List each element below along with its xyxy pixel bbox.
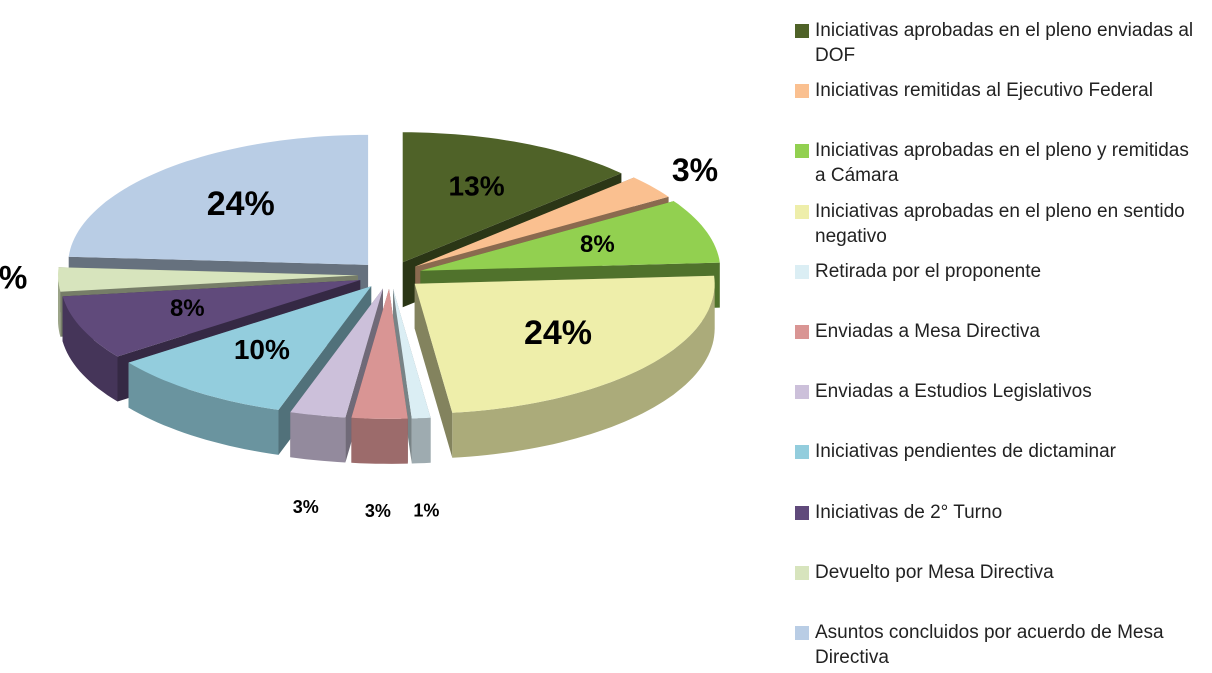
slice-top xyxy=(402,132,622,263)
slice-wall xyxy=(411,417,431,464)
data-label: 8% xyxy=(170,295,205,322)
slice-wall xyxy=(290,412,346,463)
legend-label: Iniciativas aprobadas en el pleno y remi… xyxy=(815,140,1189,187)
legend-swatch xyxy=(795,264,809,279)
data-label: 3% xyxy=(365,501,391,521)
legend-item: Enviadas a Mesa Directiva xyxy=(795,319,1195,344)
slice-top xyxy=(351,288,408,419)
slice-top xyxy=(62,280,361,357)
slice-wall xyxy=(62,296,118,402)
slice-wall xyxy=(128,362,279,455)
legend: Iniciativas aprobadas en el pleno enviad… xyxy=(795,0,1205,673)
legend-swatch xyxy=(795,84,809,99)
slice-top xyxy=(128,286,372,410)
legend-swatch xyxy=(795,325,809,339)
data-label: 3% xyxy=(0,260,27,296)
data-label: 13% xyxy=(449,171,505,202)
legend-item: Iniciativas remitidas al Ejecutivo Feder… xyxy=(795,78,1195,103)
slice-top xyxy=(58,267,358,292)
legend-item: Iniciativas pendientes de dictaminar xyxy=(795,439,1195,464)
legend-swatch xyxy=(795,565,809,580)
data-label: 24% xyxy=(207,185,275,223)
data-label: 3% xyxy=(672,152,718,188)
legend-label: Enviadas a Estudios Legislativos xyxy=(815,381,1092,403)
legend-item: Iniciativas aprobadas en el pleno enviad… xyxy=(795,18,1195,68)
slice-top xyxy=(420,201,720,271)
legend-item: Asuntos concluidos por acuerdo de Mesa D… xyxy=(795,620,1195,670)
legend-swatch xyxy=(795,204,809,219)
slice-wall xyxy=(351,417,408,464)
legend-label: Iniciativas de 2° Turno xyxy=(815,501,1003,523)
legend-swatch xyxy=(795,505,809,520)
slice-top xyxy=(415,177,669,267)
legend-item: Iniciativas aprobadas en el pleno y remi… xyxy=(795,138,1195,188)
slice-wall xyxy=(58,275,61,337)
legend-item: Enviadas a Estudios Legislativos xyxy=(795,379,1195,404)
slice-top xyxy=(393,288,431,419)
legend-label: Iniciativas pendientes de dictaminar xyxy=(815,441,1117,463)
data-label: 3% xyxy=(293,497,319,517)
legend-item: Iniciativas de 2° Turno xyxy=(795,500,1195,525)
legend-swatch xyxy=(795,445,809,460)
legend-swatch xyxy=(795,144,809,159)
data-label: 8% xyxy=(580,231,615,258)
legend-swatch xyxy=(795,385,809,400)
legend-label: Retirada por el proponente xyxy=(815,260,1042,282)
legend-swatch xyxy=(795,626,809,640)
slice-side xyxy=(414,283,453,458)
pie-area: 13% 3% 8% 24% 1% 3% 3% 10% 8% 3% 24% xyxy=(0,132,720,521)
legend-item: Devuelto por Mesa Directiva xyxy=(795,560,1195,585)
legend-label: Enviadas a Mesa Directiva xyxy=(815,321,1040,342)
legend-label: Iniciativas aprobadas en el pleno enviad… xyxy=(815,20,1194,66)
legend-item: Retirada por el proponente xyxy=(795,259,1195,284)
slice-top xyxy=(68,134,369,265)
legend-swatch xyxy=(795,24,809,38)
legend-item: Iniciativas aprobadas en el pleno en sen… xyxy=(795,199,1195,249)
slice xyxy=(351,288,408,464)
data-label: 10% xyxy=(234,334,290,365)
slice-wall xyxy=(452,283,715,458)
slice-top xyxy=(290,288,383,418)
slice-top xyxy=(414,275,715,413)
slice xyxy=(414,275,715,458)
data-label: 24% xyxy=(524,314,592,352)
legend-label: Iniciativas aprobadas en el pleno en sen… xyxy=(815,200,1185,247)
data-label: 1% xyxy=(413,500,439,520)
legend-label: Asuntos concluidos por acuerdo de Mesa D… xyxy=(815,622,1164,668)
legend-label: Devuelto por Mesa Directiva xyxy=(815,561,1054,583)
legend-label: Iniciativas remitidas al Ejecutivo Feder… xyxy=(815,80,1153,102)
